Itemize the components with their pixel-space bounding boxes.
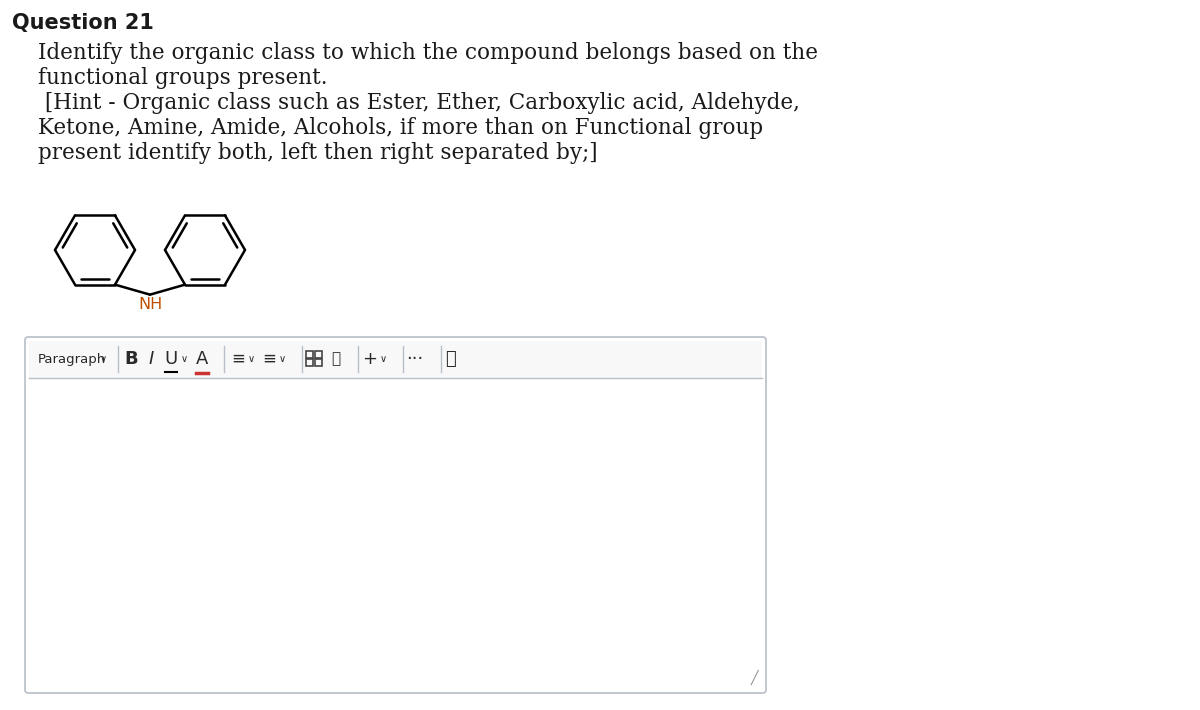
- Bar: [29, 341, 762, 378]
- Text: functional groups present.: functional groups present.: [38, 67, 328, 89]
- Text: Ketone, Amine, Amide, Alcohols, if more than on Functional group: Ketone, Amine, Amide, Alcohols, if more …: [38, 117, 763, 139]
- Text: +: +: [362, 350, 378, 368]
- Text: [Hint - Organic class such as Ester, Ether, Carboxylic acid, Aldehyde,: [Hint - Organic class such as Ester, Eth…: [38, 92, 800, 114]
- Text: 🔗: 🔗: [331, 351, 341, 366]
- Text: present identify both, left then right separated by;]: present identify both, left then right s…: [38, 142, 598, 164]
- Text: NH: NH: [139, 297, 163, 312]
- Bar: [306, 359, 313, 366]
- Bar: [314, 359, 322, 366]
- Text: ∨: ∨: [100, 354, 107, 364]
- Text: ∨: ∨: [180, 354, 187, 364]
- Text: ╱: ╱: [750, 670, 758, 685]
- Text: ∨: ∨: [379, 354, 386, 364]
- Bar: [314, 351, 322, 358]
- Text: ···: ···: [407, 350, 424, 368]
- Text: U: U: [164, 350, 178, 368]
- Text: A: A: [196, 350, 208, 368]
- Text: ∨: ∨: [247, 354, 254, 364]
- Text: ≡: ≡: [262, 350, 276, 368]
- Text: Paragraph: Paragraph: [38, 352, 107, 366]
- Text: ⛶: ⛶: [445, 350, 456, 368]
- Text: ∨: ∨: [278, 354, 286, 364]
- Bar: [306, 351, 313, 358]
- Text: Question 21: Question 21: [12, 13, 154, 33]
- Text: ≡: ≡: [232, 350, 245, 368]
- Text: I: I: [149, 350, 154, 368]
- FancyBboxPatch shape: [25, 337, 766, 693]
- Text: Identify the organic class to which the compound belongs based on the: Identify the organic class to which the …: [38, 42, 818, 64]
- Text: B: B: [124, 350, 138, 368]
